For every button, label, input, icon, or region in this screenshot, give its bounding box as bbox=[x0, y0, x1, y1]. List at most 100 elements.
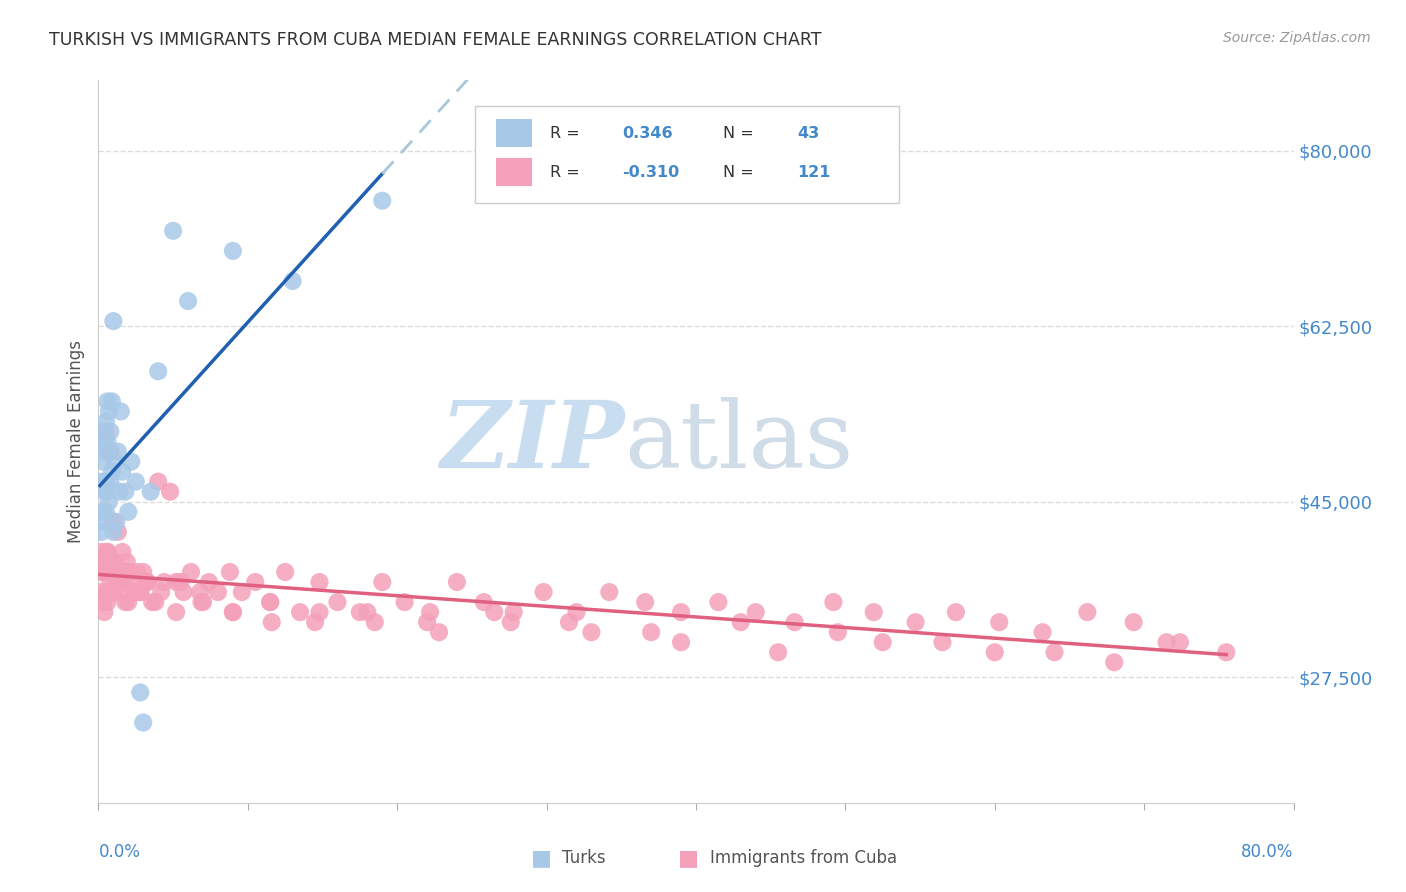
Point bbox=[97, 494, 120, 508]
Point bbox=[766, 645, 789, 659]
Point bbox=[129, 585, 152, 599]
Point bbox=[94, 414, 117, 428]
Point bbox=[129, 585, 152, 599]
Point bbox=[101, 394, 124, 409]
FancyBboxPatch shape bbox=[496, 158, 533, 186]
Point bbox=[94, 475, 117, 489]
Point bbox=[823, 595, 845, 609]
Point bbox=[120, 574, 142, 589]
Point bbox=[97, 444, 120, 458]
Point bbox=[101, 465, 124, 479]
Point bbox=[349, 605, 371, 619]
Point bbox=[634, 595, 657, 609]
Point bbox=[124, 585, 146, 599]
Point bbox=[260, 615, 283, 630]
Point bbox=[533, 585, 555, 599]
Point bbox=[308, 574, 330, 589]
Point bbox=[177, 293, 200, 308]
Point bbox=[427, 625, 450, 640]
Point bbox=[219, 565, 242, 579]
Point bbox=[108, 565, 131, 579]
Point bbox=[640, 625, 662, 640]
Point bbox=[945, 605, 967, 619]
Point bbox=[180, 565, 202, 579]
Point bbox=[105, 515, 128, 529]
Point bbox=[96, 484, 118, 499]
Text: 0.346: 0.346 bbox=[621, 126, 672, 141]
Point bbox=[326, 595, 349, 609]
Point bbox=[104, 555, 127, 569]
Point bbox=[371, 194, 394, 208]
Point bbox=[222, 244, 245, 258]
Point bbox=[93, 434, 115, 449]
Point bbox=[103, 585, 125, 599]
Point bbox=[115, 555, 138, 569]
Point bbox=[98, 555, 122, 569]
Point bbox=[419, 605, 441, 619]
Point bbox=[598, 585, 620, 599]
Point bbox=[231, 585, 253, 599]
Point bbox=[207, 585, 229, 599]
Point bbox=[104, 454, 127, 469]
Point bbox=[304, 615, 326, 630]
Point bbox=[259, 595, 281, 609]
Text: TURKISH VS IMMIGRANTS FROM CUBA MEDIAN FEMALE EARNINGS CORRELATION CHART: TURKISH VS IMMIGRANTS FROM CUBA MEDIAN F… bbox=[49, 31, 821, 49]
Point bbox=[165, 605, 187, 619]
Point bbox=[91, 595, 114, 609]
Point bbox=[98, 425, 122, 439]
Text: ■: ■ bbox=[679, 848, 699, 868]
Point bbox=[90, 524, 112, 539]
Point bbox=[356, 605, 378, 619]
Point bbox=[127, 565, 149, 579]
Point bbox=[150, 585, 173, 599]
Point bbox=[371, 574, 394, 589]
Point bbox=[90, 545, 112, 559]
Point bbox=[581, 625, 603, 640]
Point bbox=[96, 545, 118, 559]
Point bbox=[394, 595, 416, 609]
Point bbox=[114, 484, 136, 499]
Point bbox=[281, 274, 304, 288]
Point bbox=[111, 545, 134, 559]
Text: ZIP: ZIP bbox=[440, 397, 624, 486]
Point bbox=[103, 515, 125, 529]
Point bbox=[94, 555, 117, 569]
Point bbox=[101, 585, 124, 599]
Point bbox=[558, 615, 581, 630]
Point bbox=[103, 314, 125, 328]
Point bbox=[984, 645, 1007, 659]
Point bbox=[904, 615, 927, 630]
Point bbox=[931, 635, 953, 649]
Point bbox=[96, 394, 118, 409]
Point bbox=[97, 585, 120, 599]
Point bbox=[107, 574, 129, 589]
Point bbox=[96, 545, 118, 559]
Text: Source: ZipAtlas.com: Source: ZipAtlas.com bbox=[1223, 31, 1371, 45]
Text: R =: R = bbox=[550, 164, 585, 179]
Point bbox=[96, 595, 118, 609]
Point bbox=[245, 574, 267, 589]
Point bbox=[108, 574, 131, 589]
Point bbox=[101, 565, 124, 579]
Point bbox=[117, 505, 139, 519]
Point bbox=[745, 605, 768, 619]
Point bbox=[502, 605, 524, 619]
Text: 121: 121 bbox=[797, 164, 831, 179]
Text: N =: N = bbox=[724, 126, 759, 141]
Point bbox=[1076, 605, 1098, 619]
Point bbox=[132, 715, 155, 730]
Point bbox=[222, 605, 245, 619]
Point bbox=[188, 585, 211, 599]
Point bbox=[94, 444, 117, 458]
Point bbox=[565, 605, 588, 619]
Point bbox=[91, 425, 114, 439]
Point bbox=[103, 524, 125, 539]
Point bbox=[125, 475, 148, 489]
Point bbox=[288, 605, 311, 619]
FancyBboxPatch shape bbox=[496, 119, 533, 147]
Point bbox=[117, 595, 139, 609]
Point bbox=[97, 555, 120, 569]
Point bbox=[1104, 655, 1126, 669]
Point bbox=[1122, 615, 1144, 630]
Point bbox=[129, 685, 152, 699]
